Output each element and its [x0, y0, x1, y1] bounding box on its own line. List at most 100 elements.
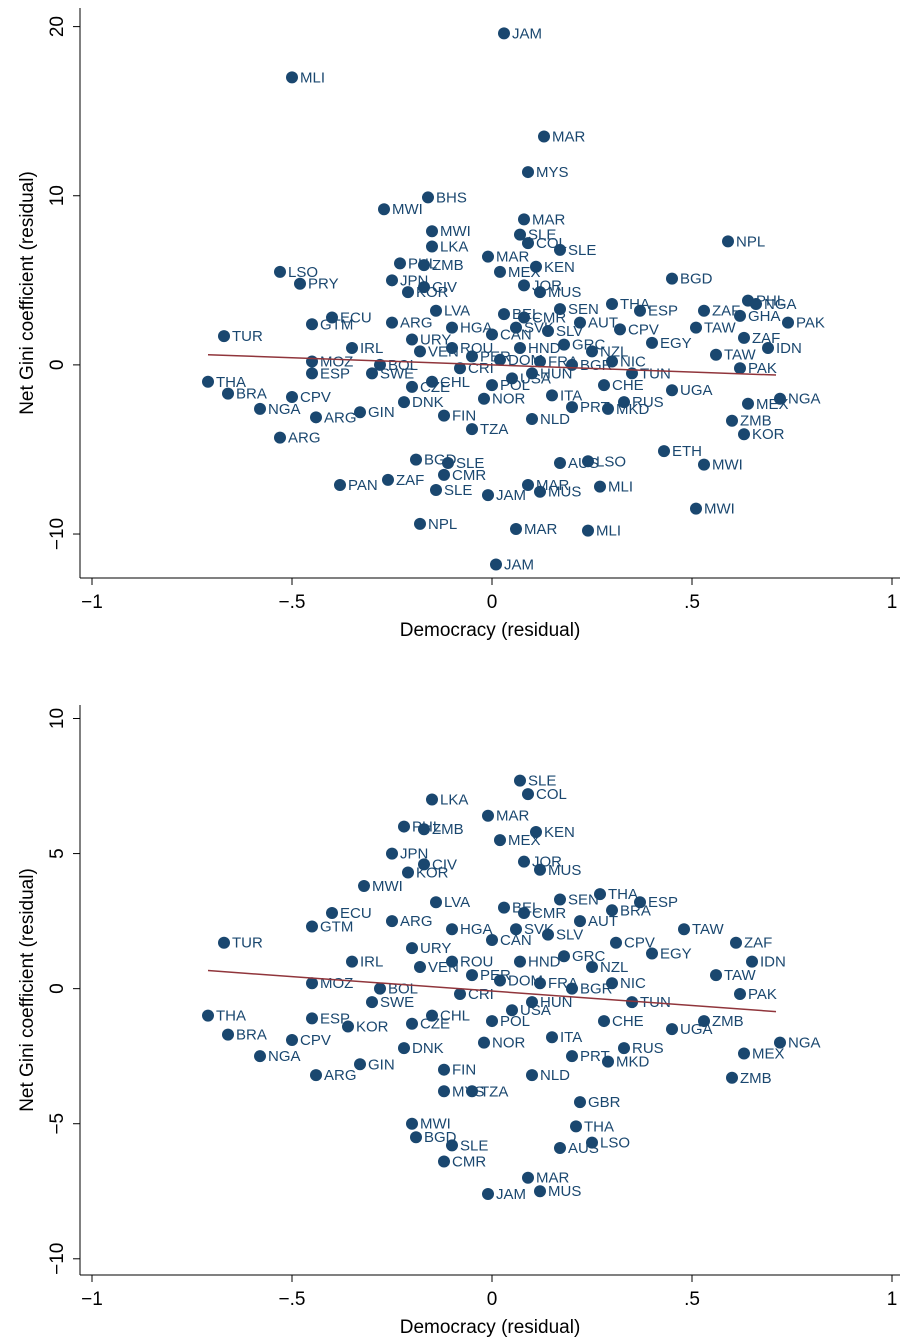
point: [742, 397, 754, 410]
point: [202, 375, 214, 388]
point: [690, 321, 702, 334]
point: [358, 879, 370, 892]
point: [490, 558, 502, 571]
point-label: USA: [520, 1002, 551, 1019]
point: [446, 923, 458, 936]
point: [666, 272, 678, 285]
point: [678, 923, 690, 936]
point-label: ZMB: [740, 1070, 772, 1087]
point-label: SLE: [444, 482, 472, 499]
point: [698, 304, 710, 317]
point: [218, 936, 230, 949]
point-label: TZA: [480, 421, 508, 438]
y-tick-label: 20: [47, 16, 68, 37]
point: [750, 297, 762, 310]
point: [394, 257, 406, 270]
point: [566, 358, 578, 371]
point: [594, 888, 606, 901]
point: [306, 367, 318, 380]
point: [306, 318, 318, 331]
x-tick-label: −1: [81, 592, 103, 613]
point-label: GIN: [368, 1056, 395, 1073]
point: [738, 1047, 750, 1060]
point-label: ZAF: [396, 472, 424, 489]
point: [494, 353, 506, 366]
point-label: BEL: [512, 306, 540, 323]
point-label: LSO: [596, 453, 626, 470]
point: [466, 423, 478, 436]
point-label: BRA: [236, 386, 267, 403]
point: [306, 977, 318, 990]
point: [446, 1139, 458, 1152]
point-label: NPL: [736, 233, 765, 250]
point-label: UGA: [680, 1021, 713, 1038]
point-label: CHE: [612, 377, 644, 394]
point: [294, 277, 306, 290]
point: [406, 380, 418, 393]
point: [414, 961, 426, 974]
point: [494, 834, 506, 847]
point-label: IRL: [360, 954, 383, 971]
point: [430, 304, 442, 317]
x-tick-label: −1: [81, 1289, 103, 1310]
point-label: IRL: [360, 340, 383, 357]
y-tick-label: 10: [47, 185, 68, 206]
point-label: MAR: [536, 1170, 570, 1187]
point: [346, 955, 358, 968]
point-label: FIN: [452, 408, 476, 425]
point: [486, 328, 498, 341]
point: [486, 1015, 498, 1028]
point: [498, 27, 510, 40]
point-label: BRA: [236, 1027, 267, 1044]
point-label: COL: [536, 786, 567, 803]
point: [782, 316, 794, 329]
point-label: BHS: [436, 189, 467, 206]
point-label: MOZ: [320, 975, 353, 992]
point: [534, 863, 546, 876]
point-label: ROU: [460, 954, 493, 971]
point-label: CMR: [452, 467, 486, 484]
point: [274, 431, 286, 444]
point-label: RUS: [632, 394, 664, 411]
point-label: PRT: [580, 399, 610, 416]
point: [554, 243, 566, 256]
point-label: ETH: [672, 443, 702, 460]
point: [546, 1031, 558, 1044]
point: [534, 485, 546, 498]
point: [666, 384, 678, 397]
point-label: ESP: [320, 1010, 350, 1027]
point: [606, 297, 618, 310]
point: [598, 1015, 610, 1028]
point-label: CMR: [532, 905, 566, 922]
point-label: LKA: [440, 238, 468, 255]
point: [398, 396, 410, 409]
point: [286, 71, 298, 84]
point: [558, 950, 570, 963]
point-label: NOR: [492, 1035, 526, 1052]
point: [606, 904, 618, 917]
point-label: MUS: [548, 1183, 581, 1200]
point-label: ARG: [400, 315, 433, 332]
point-label: CIV: [432, 856, 457, 873]
point: [586, 961, 598, 974]
point-label: MUS: [548, 284, 581, 301]
point-label: BRA: [620, 902, 651, 919]
point: [482, 809, 494, 822]
point-label: ZMB: [432, 257, 464, 274]
point-label: PRY: [308, 276, 339, 293]
x-tick-label: 1: [887, 592, 898, 613]
point: [454, 988, 466, 1001]
point: [522, 478, 534, 491]
fit-line: [207, 969, 777, 1013]
point: [566, 1050, 578, 1063]
point: [378, 203, 390, 216]
x-tick-label: .5: [684, 592, 700, 613]
point-label: SLE: [528, 773, 556, 790]
x-tick-label: .5: [684, 1289, 700, 1310]
point-label: GBR: [588, 1094, 621, 1111]
point-label: ARG: [400, 913, 433, 930]
point: [738, 331, 750, 344]
point-label: ZAF: [752, 330, 780, 347]
point: [218, 330, 230, 343]
point: [566, 401, 578, 414]
